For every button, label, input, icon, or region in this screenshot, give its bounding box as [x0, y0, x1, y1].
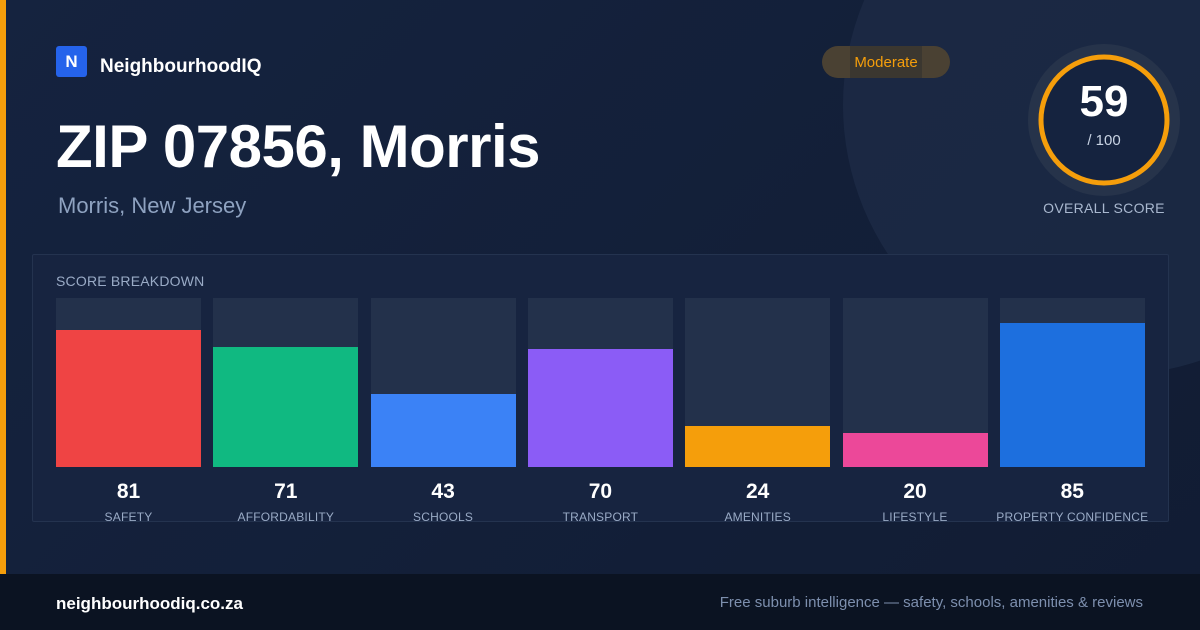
bar-label: PROPERTY CONFIDENCE	[996, 510, 1149, 524]
bar-value: 24	[746, 480, 770, 503]
location-subtitle: Morris, New Jersey	[58, 193, 247, 218]
bar-amenities: 24 AMENITIES	[685, 298, 831, 524]
bar-affordability: 71 AFFORDABILITY	[213, 298, 359, 524]
bar-label: AMENITIES	[724, 510, 791, 524]
overall-score-max: / 100	[1087, 132, 1121, 149]
brand-logo-icon: N	[56, 46, 87, 77]
bar-value: 20	[903, 480, 927, 503]
bar-fill	[370, 394, 516, 467]
bar-track	[527, 298, 673, 467]
bar-fill	[685, 426, 831, 467]
score-ring-arc	[1038, 54, 1170, 186]
footer: neighbourhoodiq.co.za Free suburb intell…	[0, 574, 1200, 630]
status-badge: Moderate	[822, 46, 950, 78]
breakdown-title: SCORE BREAKDOWN	[56, 273, 205, 289]
bar-lifestyle: 20 LIFESTYLE	[842, 298, 988, 524]
bar-safety: 81 SAFETY	[56, 298, 201, 524]
bar-track	[213, 298, 359, 467]
bar-value: 70	[588, 480, 613, 503]
bar-property-confidence: 85 PROPERTY CONFIDENCE	[996, 298, 1148, 524]
bar-track	[842, 298, 988, 467]
overall-score-value: 59	[1079, 77, 1129, 126]
bar-fill	[842, 433, 988, 467]
overall-score-ring: 59 / 100	[1028, 44, 1180, 196]
bar-label: SCHOOLS	[413, 510, 474, 524]
bar-value: 81	[116, 480, 141, 503]
score-breakdown-panel: SCORE BREAKDOWN 81 SAFETY 71 AFFORDABILITY 4…	[32, 254, 1169, 524]
accent-bar	[0, 0, 6, 574]
bar-label: LIFESTYLE	[882, 510, 948, 524]
bar-fill	[527, 348, 673, 467]
bar-value: 71	[274, 480, 298, 503]
bar-fill	[999, 323, 1145, 467]
overall-score-label: OVERALL SCORE	[1043, 200, 1165, 216]
bar-track	[685, 298, 831, 467]
bar-label: TRANSPORT	[562, 510, 639, 524]
bar-fill	[213, 347, 359, 467]
bar-label: AFFORDABILITY	[237, 510, 335, 524]
bar-track	[56, 298, 201, 467]
bar-value: 43	[431, 480, 455, 503]
page-title: ZIP 07856, Morris	[56, 113, 540, 180]
bar-transport: 70 TRANSPORT	[527, 298, 673, 524]
bar-schools: 43 SCHOOLS	[370, 298, 516, 524]
breakdown-bars: 81 SAFETY 71 AFFORDABILITY 43 SCHOOLS 70 TRANSP…	[56, 298, 1148, 524]
score-ring-graphic	[1028, 44, 1180, 196]
bar-label: SAFETY	[104, 510, 153, 524]
bar-value: 85	[1060, 480, 1084, 503]
footer-tagline: Free suburb intelligence — safety, schoo…	[719, 594, 1143, 611]
bar-fill	[56, 330, 201, 467]
bar-track	[999, 298, 1145, 467]
brand-name: NeighbourhoodIQ	[100, 55, 262, 77]
status-badge-label: Moderate	[854, 53, 918, 71]
footer-domain-link[interactable]: neighbourhoodiq.co.za	[56, 594, 243, 613]
bar-track	[370, 298, 516, 467]
brand[interactable]: N NeighbourhoodIQ	[56, 46, 261, 77]
